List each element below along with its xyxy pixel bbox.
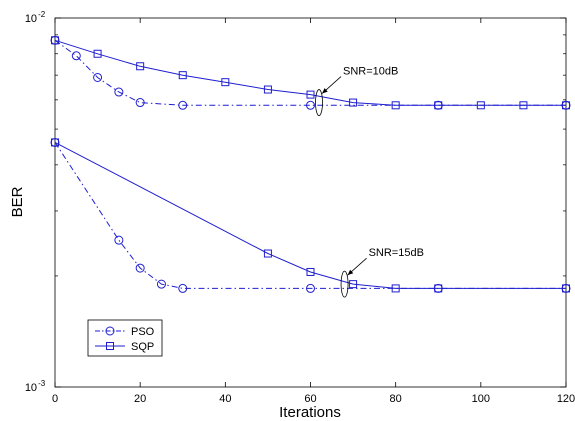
x-tick-label: 0 — [52, 393, 58, 405]
data-point — [434, 284, 443, 293]
annotation-layer: SNR=10dB SNR=15dB — [315, 66, 424, 298]
x-tick-label: 20 — [134, 393, 146, 405]
y-tick-label: 10-3 — [25, 379, 46, 394]
data-point — [391, 101, 400, 110]
data-point — [114, 235, 124, 245]
data-point — [306, 267, 315, 276]
series-layer — [50, 35, 571, 293]
axis-ticks: 0 20 40 60 80 100 120 10-2 10-3 — [25, 10, 575, 405]
series-sqp-snr15 — [51, 138, 570, 293]
data-point — [178, 283, 188, 293]
data-point — [391, 284, 400, 293]
x-tick-label: 60 — [304, 393, 316, 405]
data-point — [135, 98, 145, 108]
data-point — [136, 62, 145, 71]
legend: PSO SQP — [87, 319, 163, 357]
data-point — [178, 100, 188, 110]
legend-item-sqp: SQP — [95, 341, 154, 353]
data-point — [349, 98, 358, 107]
legend-label: PSO — [131, 326, 155, 338]
legend-label: SQP — [131, 341, 154, 353]
series-sqp-snr10 — [51, 36, 570, 110]
data-point — [93, 49, 102, 58]
series-line — [54, 39, 566, 106]
data-point — [306, 283, 315, 293]
annotation-arrowhead — [347, 269, 354, 276]
x-tick-label: 120 — [557, 393, 575, 405]
data-point — [156, 279, 166, 289]
legend-box — [87, 319, 163, 357]
legend-marker — [105, 326, 115, 336]
annotation-ellipse — [315, 89, 323, 116]
data-point — [178, 71, 187, 80]
data-point — [306, 90, 315, 99]
y-axis-title: BER — [9, 186, 26, 217]
x-tick-label: 100 — [472, 393, 490, 405]
annotation-snr-0: SNR=10dB — [315, 66, 398, 116]
x-tick-label: 80 — [390, 393, 402, 405]
series-pso-snr15 — [50, 137, 571, 293]
data-point — [51, 138, 59, 147]
x-tick-label: 40 — [219, 393, 231, 405]
data-point — [263, 249, 272, 258]
x-axis-title: Iterations — [279, 404, 341, 421]
legend-item-pso: PSO — [95, 326, 155, 338]
series-line — [54, 142, 566, 289]
series-line — [54, 141, 566, 289]
data-point — [71, 51, 81, 61]
annotation-label: SNR=15dB — [369, 247, 424, 259]
series-line — [54, 39, 566, 106]
data-point — [476, 101, 485, 110]
data-point — [519, 101, 528, 110]
data-point — [221, 78, 230, 87]
data-point — [93, 72, 103, 82]
data-point — [562, 284, 570, 293]
data-point — [306, 100, 315, 110]
annotation-ellipse — [340, 270, 349, 298]
legend-marker — [106, 342, 114, 350]
data-point — [135, 263, 145, 273]
data-point — [51, 36, 59, 45]
y-tick-label: 10-2 — [25, 10, 46, 25]
annotation-arrowhead — [322, 88, 328, 94]
annotation-label: SNR=10dB — [343, 66, 398, 78]
data-point — [114, 87, 124, 97]
annotation-snr-1: SNR=15dB — [340, 247, 424, 298]
data-point — [349, 280, 358, 289]
data-point — [263, 85, 272, 94]
data-point — [562, 101, 570, 110]
data-point — [434, 101, 443, 110]
